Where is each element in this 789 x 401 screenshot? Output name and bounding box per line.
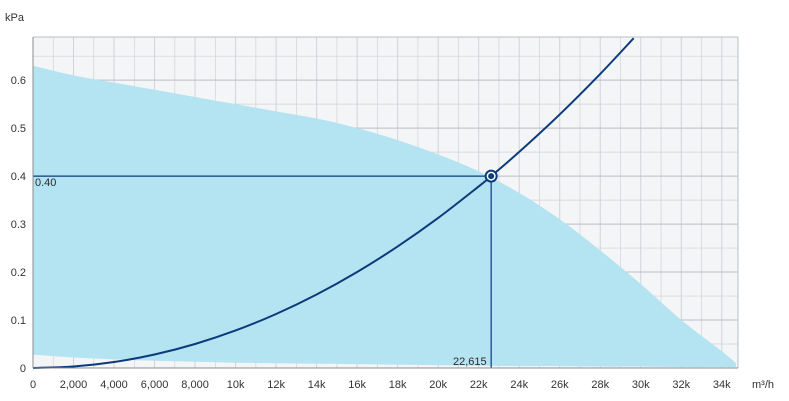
x-tick-label: 20k (429, 379, 447, 391)
x-tick-label: 32k (672, 379, 690, 391)
x-tick-label: 22k (470, 379, 488, 391)
y-axis-unit: kPa (5, 12, 25, 24)
system-curve-line (32, 37, 635, 369)
x-tick-label: 4,000 (100, 379, 128, 391)
operating-area-layer (33, 65, 736, 368)
x-axis-unit: m³/h (752, 379, 774, 391)
x-tick-label: 6,000 (141, 379, 169, 391)
y-tick-label: 0.1 (11, 315, 26, 327)
operating-point-layer (484, 169, 498, 183)
y-tick-label: 0.2 (11, 267, 26, 279)
x-tick-label: 28k (591, 379, 609, 391)
guide-lines-layer (33, 175, 492, 368)
x-tick-label: 34k (713, 379, 731, 391)
y-tick-label: 0.6 (11, 75, 26, 87)
y-tick-label: 0 (20, 363, 26, 375)
operating-point-marker (488, 173, 495, 180)
x-tick-label: 0 (30, 379, 36, 391)
y-tick-label: 0.3 (11, 219, 26, 231)
x-tick-label: 26k (551, 379, 569, 391)
x-tick-label: 14k (308, 379, 326, 391)
y-tick-label: 0.4 (11, 171, 26, 183)
x-tick-label: 30k (632, 379, 650, 391)
x-tick-label: 8,000 (181, 379, 209, 391)
tick-labels: 0 2,000 4,000 6,000 8,000 10k 12k 14k 16k 18k 20k 2… (11, 75, 731, 391)
y-tick-label: 0.5 (11, 123, 26, 135)
system-curve-layer (32, 37, 635, 369)
operating-area (33, 65, 736, 368)
x-tick-label: 2,000 (60, 379, 88, 391)
operating-point-x-label: 22,615 (453, 356, 487, 368)
x-tick-label: 16k (348, 379, 366, 391)
x-tick-label: 18k (389, 379, 407, 391)
x-tick-label: 12k (267, 379, 285, 391)
annotations: 0.40 22,615 (35, 177, 487, 368)
x-tick-label: 10k (227, 379, 245, 391)
operating-point-y-label: 0.40 (35, 177, 56, 189)
x-tick-label: 24k (510, 379, 528, 391)
axis-layer (32, 37, 738, 369)
